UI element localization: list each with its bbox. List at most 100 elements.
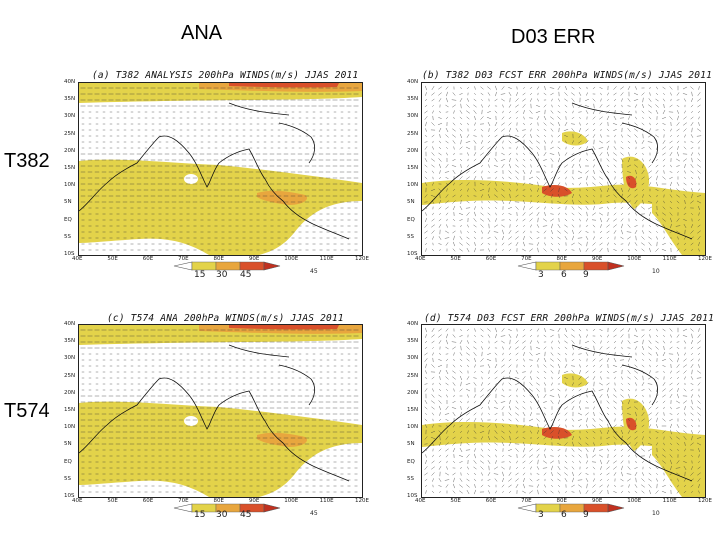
- panel-d-map-svg: [422, 327, 705, 497]
- latitude-tick-label: EQ: [407, 216, 415, 223]
- longitude-tick-label: 120E: [698, 498, 712, 504]
- panel-d-map: [421, 324, 706, 498]
- panel-b-map-svg: [422, 85, 705, 255]
- latitude-tick-label: 35N: [407, 338, 419, 345]
- panel-c-colorbar: [173, 503, 281, 513]
- longitude-tick-label: 60E: [485, 256, 497, 262]
- longitude-tick-label: 70E: [178, 498, 189, 504]
- longitude-tick-label: 90E: [248, 498, 260, 504]
- panel-a-map-svg: [79, 83, 362, 255]
- panel-c-title: (c) T574 ANA 200hPa WINDS(m/s) JJAS 2011: [107, 313, 344, 324]
- panel-a-title: (a) T382 ANALYSIS 200hPa WINDS(m/s) JJAS…: [92, 70, 359, 81]
- longitude-tick-label: 90E: [591, 256, 603, 262]
- longitude-tick-label: 80E: [213, 256, 224, 262]
- latitude-tick-label: 20N: [407, 147, 419, 154]
- latitude-tick-label: EQ: [64, 458, 72, 465]
- longitude-tick-label: 80E: [556, 498, 567, 504]
- latitude-tick-label: EQ: [64, 216, 72, 223]
- panel-d-colorbar-label-1: 3: [538, 510, 544, 520]
- longitude-tick-label: 100E: [284, 498, 299, 504]
- longitude-tick-label: 80E: [213, 498, 224, 504]
- longitude-tick-label: 70E: [521, 256, 532, 262]
- latitude-tick-label: 10N: [407, 424, 419, 431]
- panel-b-map: [421, 82, 706, 256]
- latitude-tick-label: 15N: [64, 407, 76, 413]
- latitude-tick-label: 40N: [64, 321, 76, 327]
- latitude-tick-label: 5N: [64, 199, 72, 206]
- longitude-tick-label: 100E: [284, 256, 299, 262]
- longitude-tick-label: 70E: [178, 256, 189, 262]
- longitude-tick-label: 110E: [662, 498, 677, 504]
- panel-b-colorbar-label-1: 3: [538, 270, 544, 280]
- panel-b-colorbar: [517, 261, 625, 271]
- latitude-tick-label: 20N: [64, 147, 76, 154]
- latitude-tick-label: 10S: [407, 493, 418, 499]
- latitude-tick-label: 10N: [64, 424, 76, 431]
- panel-a-colorbar-label-1: 15: [194, 270, 206, 280]
- latitude-tick-label: 30N: [407, 355, 419, 362]
- panel-a-colorbar-label-3: 45: [240, 270, 252, 280]
- latitude-tick-label: 30N: [407, 113, 419, 120]
- latitude-tick-label: 10N: [64, 182, 76, 189]
- longitude-tick-label: 60E: [485, 498, 497, 504]
- latitude-tick-label: 35N: [407, 96, 419, 103]
- longitude-tick-label: 100E: [627, 256, 642, 262]
- panel-d-title: (d) T574 D03 FCST ERR 200hPa WINDS(m/s) …: [424, 313, 715, 324]
- longitude-tick-label: 80E: [556, 256, 567, 262]
- latitude-tick-label: 15N: [407, 165, 419, 171]
- panel-d-colorbar-label-2: 6: [561, 510, 567, 520]
- panel-b-colorbar-label-3: 9: [583, 270, 589, 280]
- panel-b-reference-vector: 10: [652, 268, 660, 275]
- latitude-tick-label: EQ: [407, 458, 415, 465]
- panel-c-colorbar-label-2: 30: [216, 510, 228, 520]
- longitude-tick-label: 90E: [248, 256, 260, 262]
- row-header-t382: T382: [4, 150, 50, 172]
- longitude-tick-label: 40E: [72, 498, 83, 504]
- latitude-tick-label: 25N: [64, 372, 76, 379]
- panel-c-colorbar-label-1: 15: [194, 510, 206, 520]
- panel-b-title: (b) T382 D03 FCST ERR 200hPa WINDS(m/s) …: [422, 70, 713, 81]
- column-header-d03-err: D03 ERR: [511, 26, 596, 48]
- latitude-tick-label: 5S: [407, 475, 414, 482]
- latitude-tick-label: 40N: [407, 79, 419, 85]
- longitude-tick-label: 60E: [142, 256, 154, 262]
- latitude-tick-label: 5N: [64, 441, 72, 448]
- latitude-tick-label: 10S: [407, 251, 418, 257]
- latitude-tick-label: 35N: [64, 338, 76, 345]
- column-header-ana: ANA: [181, 22, 223, 44]
- longitude-tick-label: 60E: [142, 498, 154, 504]
- panel-a-colorbar-label-2: 30: [216, 270, 228, 280]
- row-header-t574: T574: [4, 400, 50, 422]
- panel-a-colorbar: [173, 261, 281, 271]
- latitude-tick-label: 10S: [64, 493, 75, 499]
- panel-d-colorbar: [517, 503, 625, 513]
- longitude-tick-label: 40E: [415, 256, 426, 262]
- longitude-tick-label: 40E: [415, 498, 426, 504]
- latitude-tick-label: 30N: [64, 113, 76, 120]
- panel-b-colorbar-label-2: 6: [561, 270, 567, 280]
- panel-d-reference-vector: 10: [652, 510, 660, 517]
- panel-d-colorbar-label-3: 9: [583, 510, 589, 520]
- panel-c-colorbar-label-3: 45: [240, 510, 252, 520]
- latitude-tick-label: 40N: [64, 79, 76, 85]
- panel-c-map: [78, 324, 363, 498]
- longitude-tick-label: 40E: [72, 256, 83, 262]
- longitude-tick-label: 110E: [319, 498, 334, 504]
- panel-c-map-svg: [79, 325, 362, 497]
- latitude-tick-label: 5S: [64, 475, 71, 482]
- longitude-tick-label: 120E: [698, 256, 712, 262]
- longitude-tick-label: 70E: [521, 498, 532, 504]
- longitude-tick-label: 100E: [627, 498, 642, 504]
- longitude-tick-label: 50E: [107, 498, 118, 504]
- longitude-tick-label: 110E: [319, 256, 334, 262]
- longitude-tick-label: 50E: [107, 256, 118, 262]
- latitude-tick-label: 5N: [407, 441, 415, 448]
- latitude-tick-label: 35N: [64, 96, 76, 103]
- panel-a-reference-vector: 45: [310, 268, 318, 275]
- latitude-tick-label: 30N: [64, 355, 76, 362]
- panel-c-reference-vector: 45: [310, 510, 318, 517]
- panel-a-map: [78, 82, 363, 256]
- longitude-tick-label: 90E: [591, 498, 603, 504]
- latitude-tick-label: 5N: [407, 199, 415, 206]
- latitude-tick-label: 20N: [64, 389, 76, 396]
